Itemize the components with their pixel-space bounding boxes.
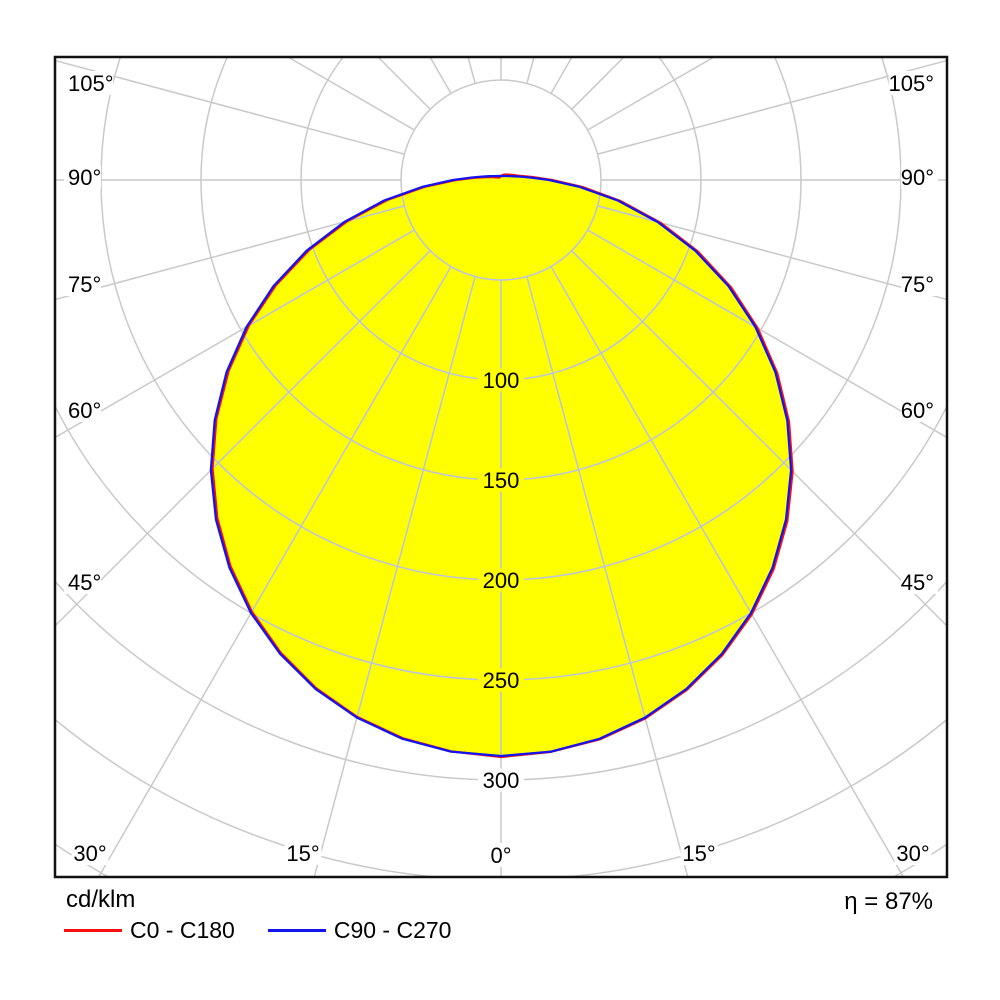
angle-label: 0°	[490, 843, 511, 868]
angle-label: 15°	[682, 841, 715, 866]
angle-label: 60°	[901, 398, 934, 423]
angle-label-bg	[71, 841, 109, 865]
angle-label: 60°	[68, 398, 101, 423]
ring-label-bg	[478, 668, 524, 692]
angle-label: 90°	[68, 165, 101, 190]
ring-label: 200	[483, 568, 520, 593]
angle-label: 105°	[68, 71, 114, 96]
legend-label-c0-c180: C0 - C180	[130, 917, 235, 943]
angle-label-bg	[64, 272, 101, 296]
angle-label: 75°	[901, 272, 934, 297]
ring-label: 150	[483, 468, 520, 493]
angle-label-bg	[64, 398, 101, 422]
grid-radial-105	[598, 0, 1000, 154]
angle-label: 15°	[286, 841, 319, 866]
grid-radial-120	[587, 57, 716, 131]
grid-radial-255	[0, 0, 404, 154]
grid-radial-345	[282, 276, 476, 757]
grid-radial-300	[210, 229, 415, 601]
angle-label: 75°	[68, 272, 101, 297]
grid-radial-120	[588, 0, 1000, 130]
angle-label-bg	[901, 165, 938, 189]
angle-label: 105°	[888, 71, 934, 96]
angle-label-bg	[901, 398, 938, 422]
angle-label: 45°	[901, 570, 934, 595]
grid-radial-255	[55, 59, 405, 155]
grid-radial-15	[526, 276, 720, 757]
grid-radial-315	[210, 250, 431, 757]
grid-radial-60	[587, 229, 793, 601]
grid-radial-240	[286, 57, 415, 131]
angle-label-bg	[488, 843, 514, 867]
grid-radial-240	[0, 0, 414, 130]
angle-label-bg	[64, 71, 114, 95]
angle-label-bg	[894, 841, 932, 865]
legend-line-c0-c180	[64, 929, 122, 932]
grid-radial-45	[571, 250, 793, 757]
ring-label: 100	[483, 368, 520, 393]
angle-label-bg	[284, 841, 322, 865]
angle-label: 90°	[901, 165, 934, 190]
grid-radial-285	[55, 205, 405, 301]
grid-radial-330	[210, 266, 452, 757]
curve-c90-c270	[209, 174, 793, 758]
grid-radial-210	[429, 57, 452, 94]
ring-label: 300	[483, 768, 520, 793]
chart-legend: cd/klm C0 - C180 C90 - C270	[64, 887, 484, 944]
ring-label-bg	[478, 768, 524, 792]
legend-label-c90-c270: C90 - C270	[333, 917, 452, 943]
angle-label-bg	[64, 570, 101, 594]
efficiency-text: η = 87%	[844, 888, 933, 915]
grid-radial-150	[550, 57, 573, 94]
grid-radial-150	[551, 0, 921, 93]
angle-label-bg	[888, 71, 938, 95]
legend-line-c90-c270	[267, 929, 326, 932]
grid-radial-210	[81, 0, 451, 93]
legend-units-label: cd/klm	[66, 886, 136, 913]
grid-radial-30	[550, 266, 793, 757]
angle-label-bg	[901, 570, 938, 594]
angle-label-bg	[680, 841, 718, 865]
angle-label: 30°	[73, 841, 106, 866]
angle-label-bg	[901, 272, 938, 296]
grid-radial-105	[597, 59, 947, 155]
ring-label-bg	[478, 568, 524, 592]
angle-label-bg	[64, 165, 101, 189]
plot-frame	[53, 55, 949, 879]
legend-entries-row: C0 - C180 C90 - C270	[64, 917, 484, 944]
angle-label: 45°	[68, 570, 101, 595]
angle-label: 30°	[896, 841, 929, 866]
ring-label-bg	[478, 368, 524, 392]
ring-label: 250	[483, 668, 520, 693]
grid-radial-75	[597, 205, 947, 301]
ring-label-bg	[478, 468, 524, 492]
